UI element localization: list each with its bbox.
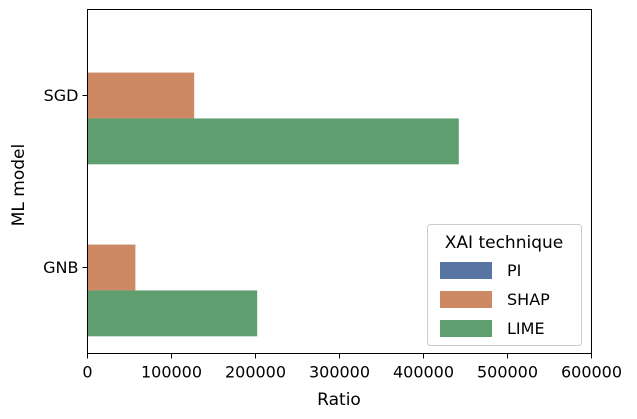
x-tick-label: 300000 <box>309 363 370 382</box>
bar-sgd-shap <box>87 72 195 119</box>
legend-swatch-lime <box>440 320 492 337</box>
x-tick-label: 500000 <box>477 363 538 382</box>
x-tick-label: 100000 <box>141 363 202 382</box>
x-tick-label: 600000 <box>561 363 622 382</box>
y-axis-title: ML model <box>9 144 29 226</box>
x-tick-label: 400000 <box>393 363 454 382</box>
legend-label-shap: SHAP <box>507 290 550 309</box>
bar-gnb-shap <box>87 244 136 291</box>
bar-sgd-lime <box>87 118 459 165</box>
legend-swatch-pi <box>440 262 492 279</box>
bar-gnb-lime <box>87 290 258 337</box>
legend: XAI technique PI SHAP LIME <box>427 224 582 346</box>
bars-layer <box>87 72 459 337</box>
x-tick-label: 0 <box>82 363 92 382</box>
legend-label-lime: LIME <box>507 319 545 338</box>
x-tick-label: 200000 <box>225 363 286 382</box>
x-axis-ticks: 0 100000 200000 300000 400000 500000 600000 <box>82 353 622 382</box>
x-axis-title: Ratio <box>317 390 361 410</box>
legend-title: XAI technique <box>445 233 563 253</box>
legend-label-pi: PI <box>507 261 521 280</box>
legend-items: PI SHAP LIME <box>440 261 550 338</box>
legend-swatch-shap <box>440 291 492 308</box>
y-tick-label: SGD <box>44 86 79 105</box>
y-tick-label: GNB <box>43 258 78 277</box>
legend-box <box>427 224 582 346</box>
y-axis-ticks: SGD GNB <box>43 86 88 277</box>
